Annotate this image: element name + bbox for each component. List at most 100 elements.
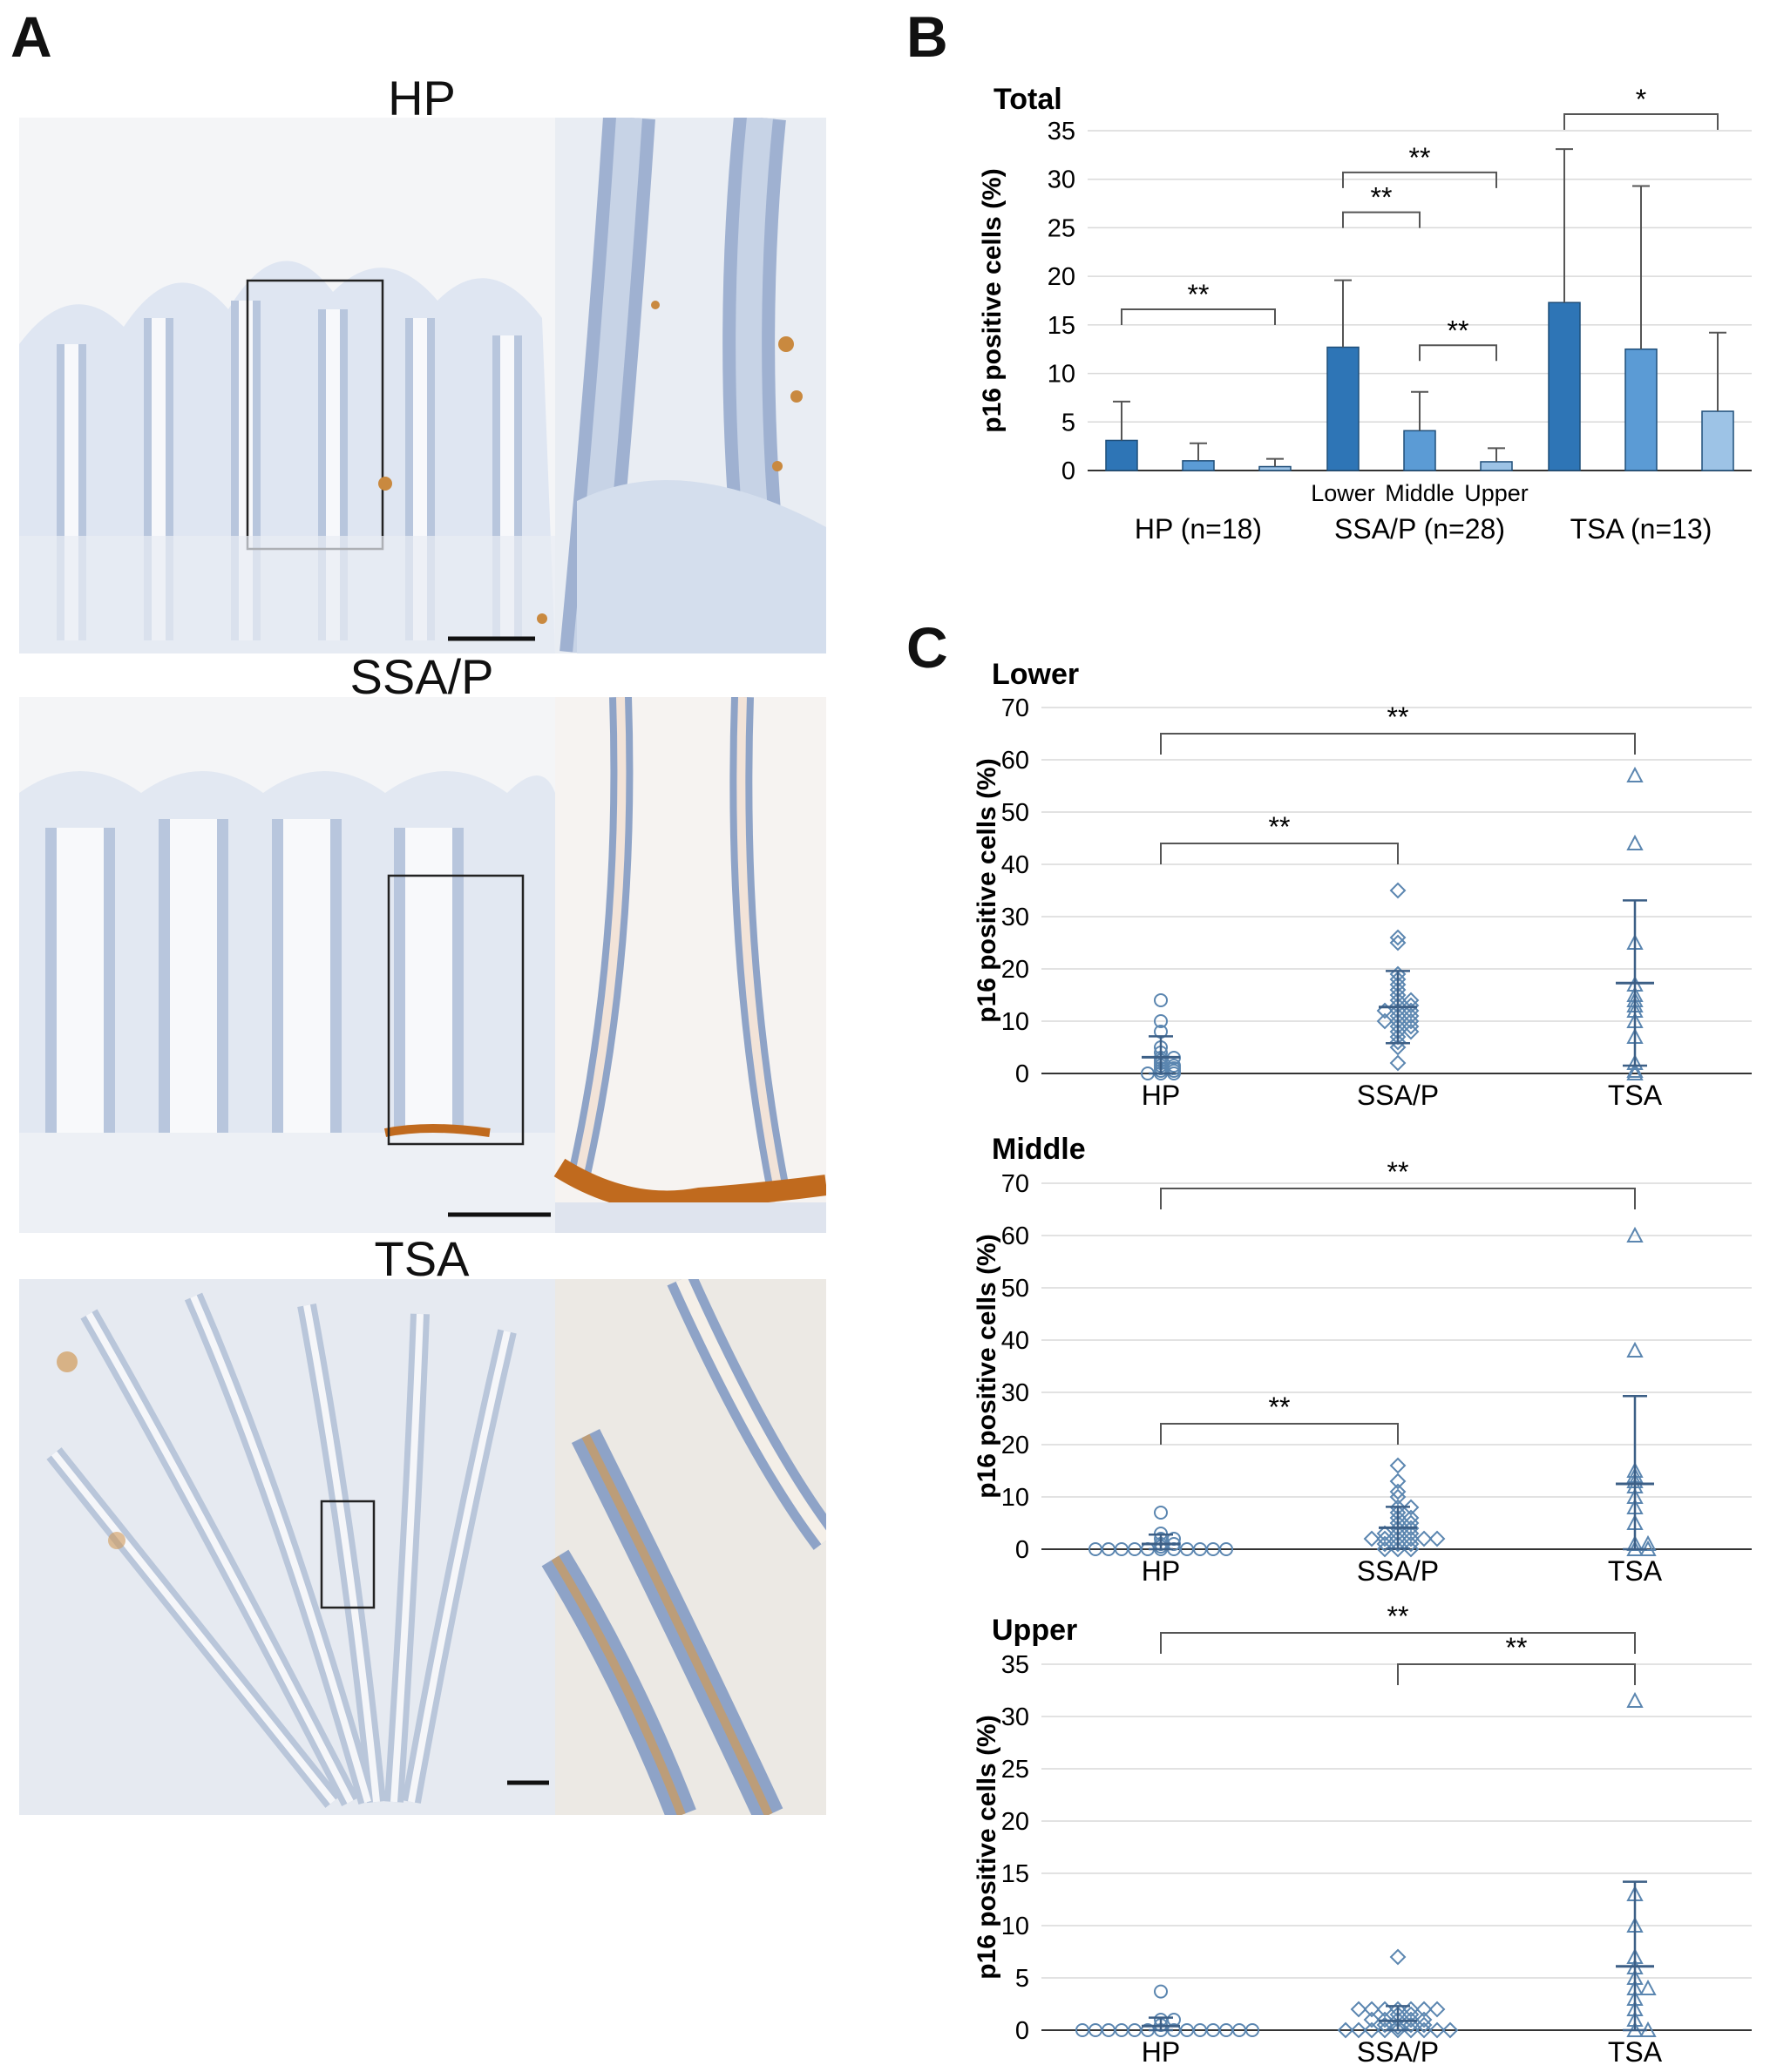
y-tick-label: 50 <box>1001 1275 1029 1303</box>
data-point <box>1389 1483 1407 1500</box>
y-tick-label: 10 <box>1001 1008 1029 1036</box>
category-label: TSA <box>1608 2036 1663 2068</box>
data-point <box>1389 2021 1407 2039</box>
data-point <box>1088 1542 1102 1556</box>
y-tick-label: 0 <box>1015 1536 1029 1564</box>
y-tick-label: 50 <box>1001 799 1029 827</box>
y-tick-label: 35 <box>1048 118 1075 146</box>
ssap-zoom <box>553 697 826 1233</box>
y-tick-label: 20 <box>1001 1808 1029 1836</box>
significance-bracket <box>1160 843 1399 864</box>
tsa-tissue <box>19 1279 555 1815</box>
data-point <box>1626 1053 1644 1070</box>
data-point <box>1219 1542 1233 1556</box>
data-point <box>1154 1506 1168 1520</box>
significance-label: ** <box>1269 811 1291 843</box>
bar-label: Upper <box>1464 480 1529 506</box>
chart-c-title: Upper <box>992 1614 1077 1647</box>
y-tick-label: 30 <box>1001 1703 1029 1731</box>
data-point <box>1350 2001 1367 2018</box>
bar <box>1701 410 1734 471</box>
data-point <box>1626 834 1644 850</box>
significance-bracket <box>1160 733 1636 755</box>
data-point <box>1376 2011 1394 2028</box>
chart-c-title: Lower <box>992 658 1079 691</box>
micrograph-hp <box>19 118 826 653</box>
data-point <box>1363 2011 1380 2028</box>
y-tick-label: 20 <box>1048 263 1075 291</box>
y-tick-label: 20 <box>1001 1432 1029 1459</box>
data-point <box>1389 1054 1407 1072</box>
y-tick-label: 15 <box>1001 1860 1029 1888</box>
data-point <box>1389 1457 1407 1474</box>
y-tick-label: 70 <box>1001 1170 1029 1198</box>
category-label: HP <box>1142 1555 1180 1587</box>
significance-bracket <box>1160 1632 1636 1654</box>
group-label: SSA/P (n=28) <box>1334 513 1505 545</box>
data-point <box>1376 1002 1394 1019</box>
data-point <box>1389 1473 1407 1490</box>
significance-label: * <box>1636 84 1646 115</box>
category-label: TSA <box>1608 1555 1663 1587</box>
significance-label: ** <box>1448 315 1469 346</box>
ssap-inset-box <box>387 874 525 1146</box>
data-point <box>1376 1525 1394 1542</box>
data-point <box>1337 2021 1354 2039</box>
category-label: HP <box>1142 2036 1180 2068</box>
data-point <box>1428 2001 1446 2018</box>
y-tick-label: 25 <box>1001 1756 1029 1784</box>
y-tick-label: 5 <box>1015 1965 1029 1993</box>
data-point <box>1075 2023 1089 2037</box>
y-tick-label: 10 <box>1048 361 1075 389</box>
category-label: SSA/P <box>1357 1080 1439 1111</box>
significance-label: ** <box>1269 1391 1291 1423</box>
y-tick-label: 25 <box>1048 214 1075 242</box>
data-point <box>1376 1012 1394 1030</box>
significance-label: ** <box>1409 142 1431 173</box>
micrograph-tsa <box>19 1279 826 1815</box>
significance-label: ** <box>1188 279 1210 310</box>
data-point <box>1402 1499 1420 1516</box>
data-point <box>1626 1691 1644 1708</box>
significance-bracket <box>1342 171 1497 188</box>
significance-bracket <box>1563 113 1719 131</box>
tsa-inset-box <box>320 1500 376 1609</box>
micrograph-title-tsa: TSA <box>374 1231 470 1286</box>
data-point <box>1415 1530 1433 1547</box>
data-point <box>1389 2018 1407 2035</box>
micrograph-title-hp: HP <box>388 71 456 125</box>
significance-bracket <box>1160 1188 1636 1209</box>
data-point <box>1389 1948 1407 1966</box>
y-tick-label: 0 <box>1015 2017 1029 2045</box>
y-tick-label: 30 <box>1001 904 1029 931</box>
bar <box>1548 301 1581 471</box>
y-tick-label: 5 <box>1061 409 1075 437</box>
y-tick-label: 35 <box>1001 1651 1029 1679</box>
chart-c-title: Middle <box>992 1133 1086 1166</box>
tsa-zoom <box>541 1279 826 1815</box>
data-point <box>1428 1530 1446 1547</box>
category-label: TSA <box>1608 1080 1663 1111</box>
y-tick-label: 40 <box>1001 851 1029 879</box>
micrograph-ssap <box>19 697 826 1233</box>
y-tick-label: 0 <box>1015 1060 1029 1088</box>
data-point <box>1154 1984 1168 1999</box>
panel-label-a: A <box>10 4 52 69</box>
data-point <box>1167 1059 1181 1073</box>
significance-bracket <box>1397 1663 1636 1685</box>
ssap-tissue <box>19 771 555 1233</box>
data-point <box>1626 766 1644 782</box>
y-tick-label: 40 <box>1001 1327 1029 1355</box>
micrograph-title-ssap: SSA/P <box>349 649 494 704</box>
data-point <box>1639 1534 1657 1551</box>
chart-b-total: Total 0 5 10 15 20 25 30 35 p16 positive cells (%… <box>978 83 1752 545</box>
y-tick-label: 20 <box>1001 956 1029 984</box>
data-point <box>1363 2001 1380 2018</box>
data-point <box>1415 2001 1433 2018</box>
group-label: TSA (n=13) <box>1570 513 1712 545</box>
data-point <box>1389 934 1407 951</box>
data-point <box>1154 993 1168 1007</box>
hp-zoom <box>555 118 826 653</box>
y-tick-label: 30 <box>1001 1379 1029 1407</box>
hp-tissue <box>19 261 555 653</box>
